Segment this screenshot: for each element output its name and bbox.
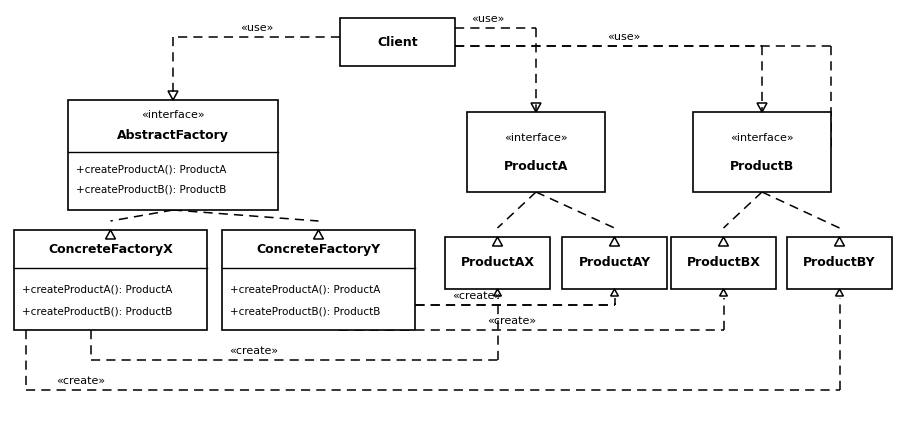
Text: «interface»: «interface» (730, 133, 793, 143)
Bar (14, 230, 207, 330)
Text: +createProductA(): ProductA: +createProductA(): ProductA (230, 285, 380, 295)
Text: +createProductB(): ProductB: +createProductB(): ProductB (76, 185, 226, 194)
Text: ConcreteFactoryX: ConcreteFactoryX (48, 242, 173, 256)
Bar (221, 230, 415, 330)
Text: «create»: «create» (452, 291, 500, 301)
Text: «interface»: «interface» (141, 110, 205, 121)
Text: +createProductB(): ProductB: +createProductB(): ProductB (22, 306, 172, 316)
Text: «create»: «create» (486, 316, 536, 326)
Text: +createProductA(): ProductA: +createProductA(): ProductA (76, 164, 226, 174)
Text: ProductB: ProductB (729, 160, 793, 173)
Bar (692, 112, 830, 192)
Text: Client: Client (377, 36, 417, 48)
Text: «create»: «create» (56, 376, 106, 386)
Text: ProductA: ProductA (503, 160, 568, 173)
Bar (786, 237, 891, 289)
Text: ProductAY: ProductAY (578, 257, 650, 269)
Text: ProductBY: ProductBY (803, 257, 875, 269)
Text: «use»: «use» (470, 14, 504, 24)
Text: ProductAX: ProductAX (460, 257, 534, 269)
Bar (340, 18, 455, 66)
Bar (670, 237, 775, 289)
Text: «use»: «use» (240, 23, 273, 33)
Text: +createProductA(): ProductA: +createProductA(): ProductA (22, 285, 172, 295)
Text: «interface»: «interface» (504, 133, 568, 143)
Bar (466, 112, 604, 192)
Text: ProductBX: ProductBX (686, 257, 760, 269)
Bar (68, 100, 278, 210)
Bar (561, 237, 666, 289)
Text: AbstractFactory: AbstractFactory (117, 128, 229, 142)
Text: ConcreteFactoryY: ConcreteFactoryY (256, 242, 380, 256)
Bar (445, 237, 549, 289)
Text: «use»: «use» (607, 32, 640, 42)
Text: +createProductB(): ProductB: +createProductB(): ProductB (230, 306, 380, 316)
Text: «create»: «create» (229, 346, 278, 356)
